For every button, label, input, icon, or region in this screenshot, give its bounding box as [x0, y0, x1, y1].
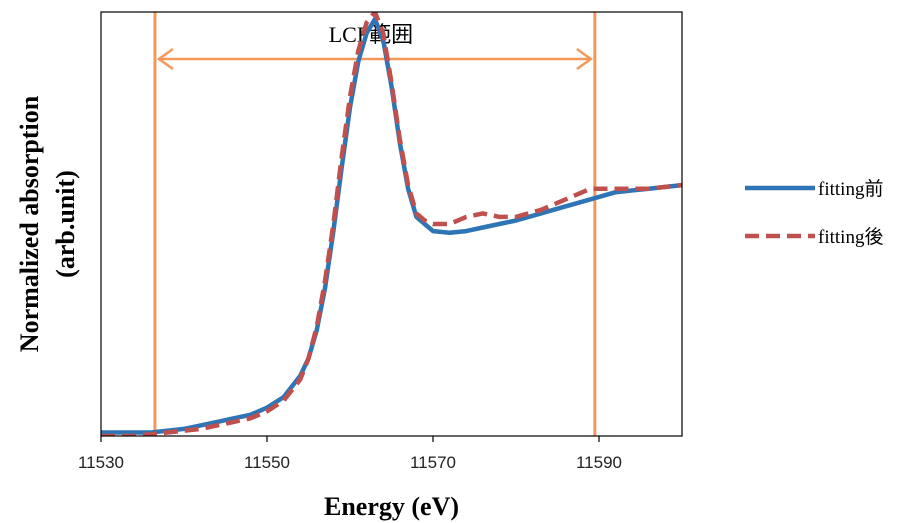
- x-tick-label: 11550: [244, 453, 290, 472]
- lcf-range-arrowhead-right: [576, 47, 594, 71]
- series-line-1: [101, 16, 682, 435]
- x-axis-title: Energy (eV): [324, 492, 459, 521]
- legend-label-1: fitting前: [818, 178, 883, 200]
- lcf-range-annotation: LCF範囲: [153, 12, 597, 436]
- legend-label-2: fitting後: [818, 226, 883, 248]
- plot-area: LCF範囲 11530 11550 11570 11590: [78, 11, 683, 472]
- y-axis-title-line1: Normalized absorption: [15, 95, 44, 352]
- x-ticks: 11530 11550 11570 11590: [78, 436, 622, 472]
- plot-frame: [100, 11, 683, 437]
- series-line-2: [101, 12, 682, 436]
- x-tick-label: 11570: [410, 453, 456, 472]
- legend: fitting前 fitting後: [745, 178, 883, 248]
- x-tick-label: 11530: [78, 453, 124, 472]
- lcf-range-arrowhead-left: [156, 47, 174, 71]
- series-lines: [101, 12, 682, 436]
- x-tick-label: 11590: [576, 453, 622, 472]
- y-axis-title-line2: (arb.unit): [51, 170, 80, 278]
